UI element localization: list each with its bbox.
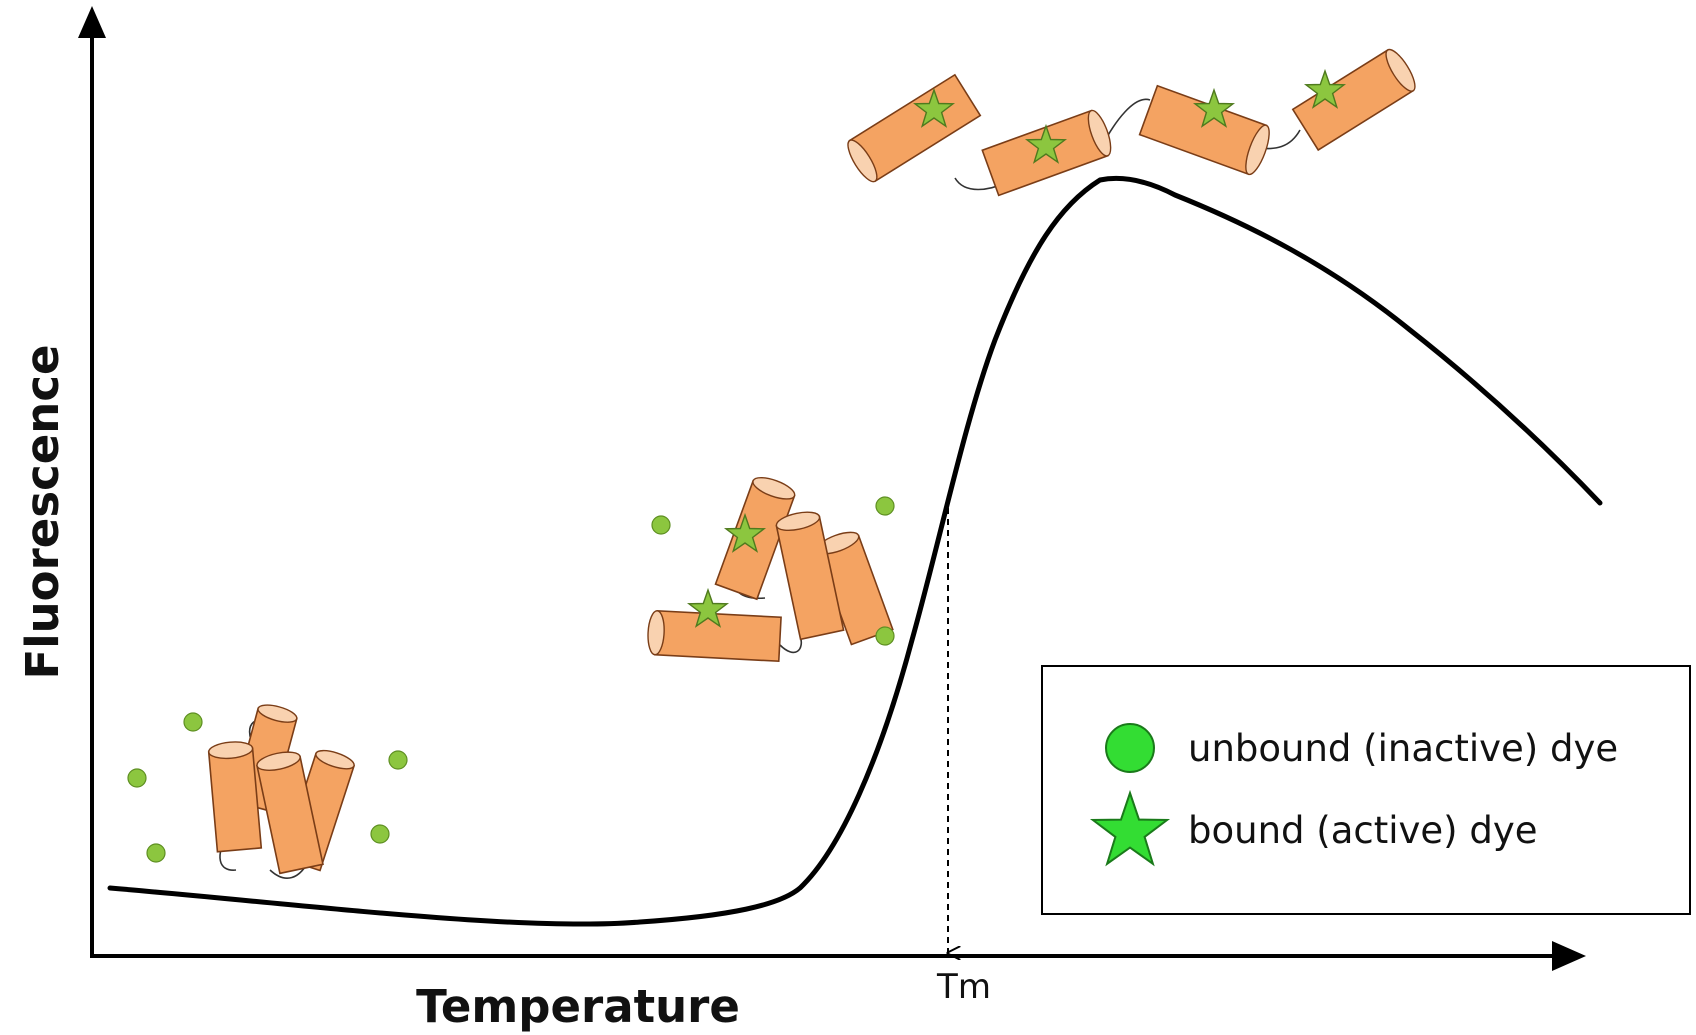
- unbound-dye-dot: [146, 843, 166, 863]
- y-axis-arrowhead: [78, 6, 106, 38]
- partial-helix-1: [714, 476, 796, 601]
- folded-helix-4: [256, 751, 324, 875]
- unbound-dye-dot: [388, 750, 408, 770]
- bound-dye-star: [723, 512, 767, 553]
- bound-dye-star: [1303, 68, 1347, 109]
- x-axis-arrowhead: [1552, 941, 1586, 971]
- x-axis: [90, 941, 1586, 971]
- legend-label-bound: bound (active) dye: [1188, 809, 1538, 852]
- unbound-dye-dot: [370, 824, 390, 844]
- unfolded-helix-3: [1138, 84, 1270, 176]
- y-axis: [78, 6, 106, 958]
- unfolded-protein-state: [847, 48, 1416, 197]
- unbound-dye-dot: [875, 496, 895, 516]
- partial-helix-3: [775, 511, 845, 641]
- unbound-dye-dot: [183, 712, 203, 732]
- partial-helix-4: [647, 609, 782, 663]
- unfolded-helix-1: [847, 73, 982, 183]
- unbound-dye-dot: [127, 768, 147, 788]
- bound-dye-star: [686, 587, 730, 628]
- folded-protein-state: [127, 704, 408, 879]
- partially-unfolded-protein-state: [647, 476, 895, 663]
- unfolded-helix-4: [1291, 48, 1416, 152]
- tm-label: Tm: [936, 967, 991, 1007]
- legend-star-icon: [1089, 789, 1171, 867]
- legend-box: [1041, 665, 1691, 915]
- bound-dye-star: [1192, 87, 1236, 128]
- unbound-dye-dot: [651, 515, 671, 535]
- bound-dye-star: [1024, 123, 1068, 164]
- unbound-dye-dot: [875, 626, 895, 646]
- legend: unbound (inactive) dye bound (active) dy…: [1041, 665, 1691, 915]
- bound-dye-star: [912, 87, 956, 128]
- melt-curve: [107, 175, 1603, 927]
- x-axis-title: Temperature: [416, 980, 740, 1033]
- y-axis-title: Fluorescence: [16, 344, 69, 679]
- legend-circle-icon: [1105, 723, 1155, 773]
- legend-label-unbound: unbound (inactive) dye: [1188, 727, 1618, 770]
- folded-helix-3: [207, 741, 263, 853]
